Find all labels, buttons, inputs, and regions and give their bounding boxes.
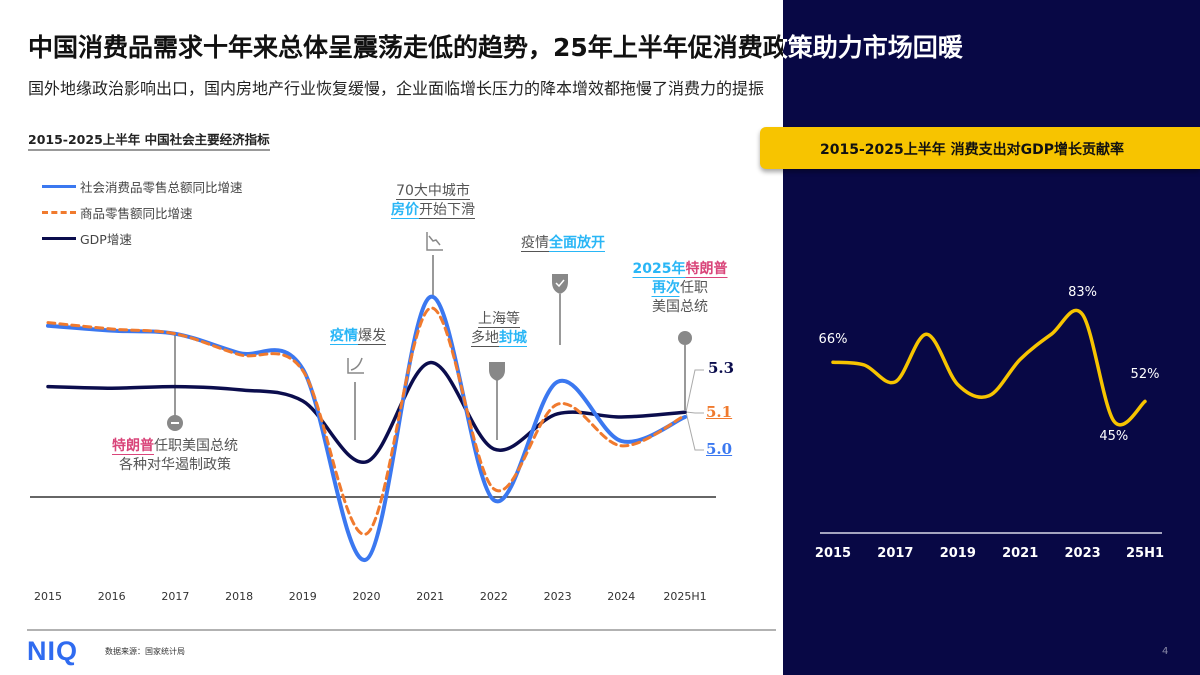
right-x-tick-label: 2015 bbox=[814, 546, 852, 561]
annotation-reopening: 疫情全面放开 bbox=[521, 234, 605, 253]
end-label-connector bbox=[685, 369, 704, 413]
x-tick-label: 2023 bbox=[543, 590, 572, 603]
right-chart-title: 2015-2025上半年 消费支出对GDP增长贡献率 bbox=[760, 127, 1200, 169]
x-tick-label: 2022 bbox=[479, 590, 508, 603]
right-x-tick-label: 25H1 bbox=[1125, 546, 1165, 561]
legend-swatch bbox=[42, 211, 76, 214]
legend-swatch bbox=[42, 185, 76, 188]
check-icon bbox=[555, 279, 565, 288]
data-source: 数据来源：国家统计局 bbox=[105, 647, 185, 656]
right-x-tick-label: 2021 bbox=[1002, 546, 1039, 561]
annotation-housing: 70大中城市 房价开始下滑 bbox=[391, 182, 475, 220]
right-x-tick-label: 2017 bbox=[877, 546, 914, 561]
annotation-text: 爆发 bbox=[358, 328, 386, 345]
virus-chart-icon bbox=[347, 357, 364, 374]
series-line-consumption-contribution bbox=[831, 308, 1147, 427]
annotation-text: 开始下滑 bbox=[419, 202, 475, 219]
x-tick-label: 2024 bbox=[607, 590, 636, 603]
end-label-gdp: 5.3 bbox=[708, 359, 735, 377]
end-label-connector bbox=[685, 411, 704, 414]
annotation-trump-second-term: 2025年特朗普 再次任职 美国总统 bbox=[632, 260, 728, 317]
right-x-tick-label: 2019 bbox=[939, 546, 976, 561]
end-label-retail: 5.0 bbox=[706, 440, 733, 458]
annotation-highlight: 全面放开 bbox=[549, 235, 605, 252]
left-chart-title: 2015-2025上半年 中国社会主要经济指标 bbox=[28, 129, 270, 151]
x-tick-label: 2015 bbox=[34, 590, 62, 603]
x-tick-label: 2016 bbox=[97, 590, 126, 603]
data-label: 45% bbox=[1099, 429, 1129, 444]
legend-label: 社会消费品零售总额同比增速 bbox=[80, 180, 243, 195]
legend-item-goods: 商品零售额同比增速 bbox=[42, 203, 193, 222]
x-tick-label: 2020 bbox=[352, 590, 381, 603]
pin-head-icon bbox=[678, 331, 692, 345]
x-tick-label: 2018 bbox=[225, 590, 254, 603]
niq-logo: NIQ bbox=[27, 636, 79, 666]
x-tick-label: 2017 bbox=[161, 590, 190, 603]
annotation-text: 多地 bbox=[471, 330, 499, 347]
shield-virus-icon bbox=[489, 362, 505, 381]
annotation-text: 疫情 bbox=[521, 235, 549, 252]
right-panel-background bbox=[783, 0, 1200, 675]
annotation-text: 任职美国总统 bbox=[154, 438, 238, 454]
x-tick-label: 2019 bbox=[288, 590, 317, 603]
x-tick-label: 2025H1 bbox=[663, 590, 707, 603]
annotation-lockdown: 上海等 多地封城 bbox=[471, 310, 527, 348]
series-line-goods bbox=[46, 306, 687, 536]
annotation-covid-outbreak: 疫情爆发 bbox=[330, 327, 386, 346]
legend-swatch bbox=[42, 237, 76, 240]
annotation-highlight: 特朗普 bbox=[112, 438, 154, 455]
page-title: 中国消费品需求十年来总体呈震荡走低的趋势，25年上半年促消费政策助力市场回暖 bbox=[28, 28, 963, 64]
legend-label: GDP增速 bbox=[80, 232, 132, 247]
annotation-highlight: 疫情 bbox=[330, 328, 358, 345]
annotation-text: 70大中城市 bbox=[396, 183, 470, 200]
annotation-highlight: 房价 bbox=[391, 202, 419, 219]
annotation-highlight: 2025年 bbox=[632, 261, 686, 278]
end-label-connector bbox=[685, 411, 704, 451]
annotation-text: 任职 bbox=[680, 280, 708, 296]
data-label: 52% bbox=[1130, 367, 1160, 383]
annotation-text: 美国总统 bbox=[652, 299, 708, 315]
annotation-trump-first-term: 特朗普任职美国总统 各种对华遏制政策 bbox=[112, 437, 238, 475]
annotation-text: 上海等 bbox=[478, 311, 520, 328]
annotation-highlight: 特朗普 bbox=[685, 261, 728, 278]
legend-label: 商品零售额同比增速 bbox=[80, 206, 193, 221]
legend-item-gdp: GDP增速 bbox=[42, 229, 132, 248]
annotation-highlight: 封城 bbox=[499, 330, 527, 347]
series-line-gdp bbox=[46, 360, 687, 464]
data-label: 66% bbox=[818, 332, 848, 348]
page-number: 4 bbox=[1162, 646, 1169, 657]
end-label-goods: 5.1 bbox=[706, 403, 733, 421]
page-subtitle: 国外地缘政治影响出口，国内房地产行业恢复缓慢，企业面临增长压力的降本增效都拖慢了… bbox=[28, 75, 764, 99]
right-x-tick-label: 2023 bbox=[1064, 546, 1101, 561]
annotation-text: 各种对华遏制政策 bbox=[119, 457, 231, 473]
price-decline-icon bbox=[426, 232, 443, 251]
legend-item-retail: 社会消费品零售总额同比增速 bbox=[42, 177, 243, 196]
x-tick-label: 2021 bbox=[416, 590, 445, 603]
data-label: 83% bbox=[1068, 284, 1098, 300]
annotation-highlight: 再次 bbox=[652, 280, 680, 297]
